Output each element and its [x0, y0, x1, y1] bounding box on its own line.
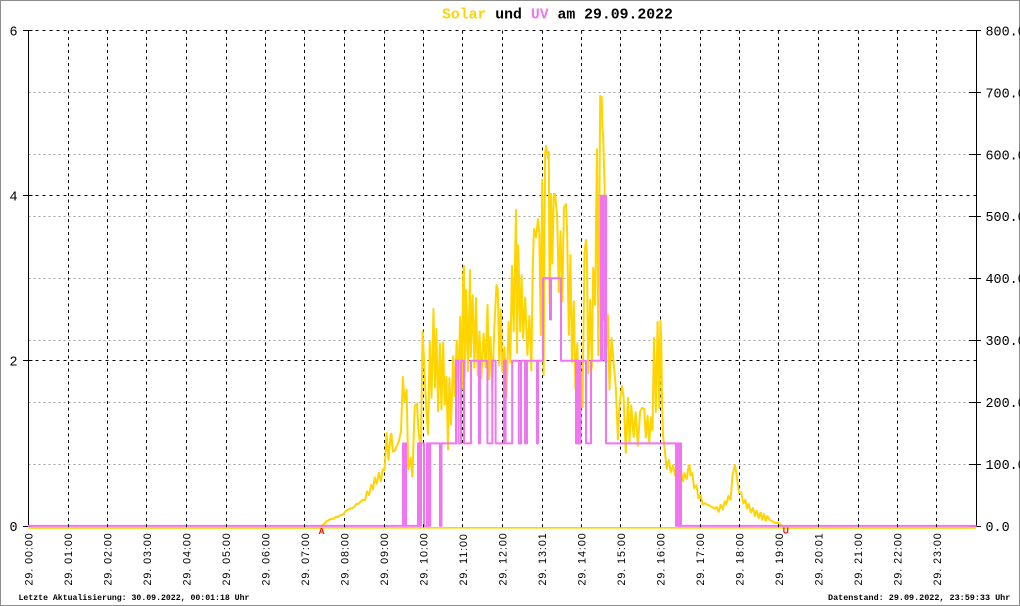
svg-text:100.0: 100.0 — [986, 459, 1020, 474]
svg-text:0.0: 0.0 — [986, 521, 1010, 536]
svg-text:800.0: 800.0 — [986, 25, 1020, 40]
svg-text:29. 03:00: 29. 03:00 — [142, 532, 154, 585]
svg-text:Datenstand: 29.09.2022, 23:59:: Datenstand: 29.09.2022, 23:59:33 Uhr — [828, 593, 1010, 603]
svg-text:29. 05:00: 29. 05:00 — [221, 532, 233, 585]
svg-text:U: U — [783, 526, 789, 536]
svg-text:29. 00:00: 29. 00:00 — [24, 532, 36, 585]
svg-text:29. 09:00: 29. 09:00 — [379, 532, 391, 585]
svg-text:29. 16:00: 29. 16:00 — [656, 532, 668, 585]
svg-text:29. 13:01: 29. 13:01 — [537, 532, 549, 585]
svg-text:A: A — [319, 526, 325, 536]
svg-text:300.0: 300.0 — [986, 335, 1020, 350]
svg-text:4: 4 — [9, 191, 17, 206]
svg-text:29. 10:00: 29. 10:00 — [419, 532, 431, 585]
svg-text:29. 04:00: 29. 04:00 — [182, 532, 194, 585]
svg-text:500.0: 500.0 — [986, 211, 1020, 226]
svg-text:600.0: 600.0 — [986, 149, 1020, 164]
svg-text:29. 23:00: 29. 23:00 — [932, 532, 944, 585]
svg-text:29. 11:00: 29. 11:00 — [458, 533, 470, 585]
svg-text:29. 17:00: 29. 17:00 — [695, 532, 707, 585]
svg-text:29. 20:01: 29. 20:01 — [814, 532, 826, 585]
svg-text:29. 19:00: 29. 19:00 — [774, 532, 786, 585]
svg-text:200.0: 200.0 — [986, 397, 1020, 412]
svg-text:6: 6 — [9, 25, 17, 40]
svg-text:29. 06:00: 29. 06:00 — [261, 532, 273, 585]
svg-text:29. 08:00: 29. 08:00 — [340, 532, 352, 585]
svg-text:29. 07:00: 29. 07:00 — [300, 532, 312, 585]
svg-text:29. 01:00: 29. 01:00 — [63, 532, 75, 585]
svg-text:29. 18:00: 29. 18:00 — [735, 532, 747, 585]
svg-text:29. 02:00: 29. 02:00 — [103, 532, 115, 585]
svg-text:29. 21:00: 29. 21:00 — [853, 532, 865, 585]
svg-text:Solar und UV am 29.09.2022: Solar und UV am 29.09.2022 — [442, 7, 673, 23]
svg-text:29. 12:00: 29. 12:00 — [498, 532, 510, 585]
svg-text:29. 14:00: 29. 14:00 — [577, 532, 589, 585]
svg-text:Letzte Aktualisierung: 30.09.2: Letzte Aktualisierung: 30.09.2022, 00:01… — [19, 593, 250, 603]
svg-text:29. 22:00: 29. 22:00 — [893, 532, 905, 585]
svg-text:2: 2 — [9, 356, 17, 371]
svg-text:0: 0 — [9, 521, 17, 536]
svg-text:400.0: 400.0 — [986, 273, 1020, 288]
svg-text:29. 15:00: 29. 15:00 — [616, 532, 628, 585]
svg-text:700.0: 700.0 — [986, 87, 1020, 102]
